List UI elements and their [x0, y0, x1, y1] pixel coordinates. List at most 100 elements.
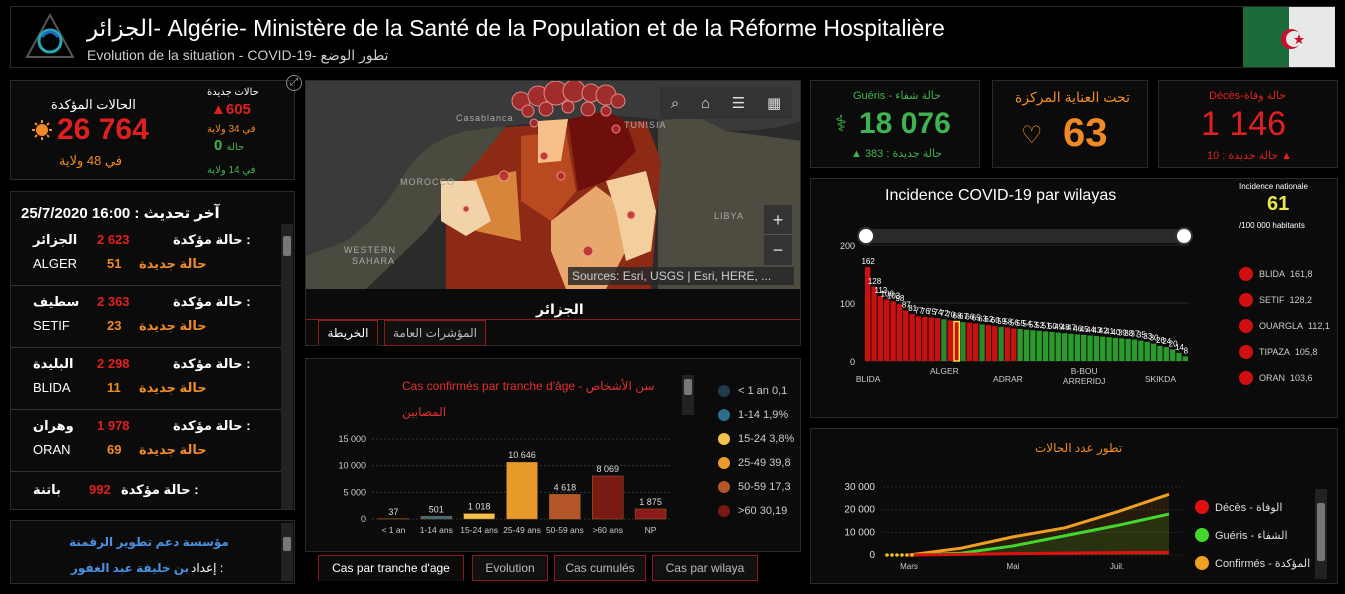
expand-icon[interactable]: ⤢	[286, 75, 302, 91]
legend-value: 105,8	[1294, 347, 1318, 357]
legend-name: SETIF	[1259, 295, 1285, 305]
incidence-range-slider[interactable]	[857, 227, 1193, 245]
evolution-line-chart: 30 000 20 000 10 000 0 Mars Mai Juil.	[844, 482, 1183, 571]
legend-name: ORAN	[1259, 373, 1286, 383]
incidence-bar	[903, 310, 909, 361]
tab-by-wilaya[interactable]: Cas par wilaya	[652, 555, 758, 581]
tab-general-indicators[interactable]: المؤشرات العامة	[384, 320, 486, 346]
map-attribution[interactable]: Sources: Esri, USGS | Esri, HERE, ...	[568, 267, 794, 285]
bar-value-label: 63	[978, 314, 987, 323]
list-item[interactable]: الجزائر ALGER 2 623 حالة مؤكدة : 51 حالة…	[11, 224, 281, 286]
x-tick-label: 25-49 ans	[503, 525, 541, 535]
legend-swatch	[718, 505, 730, 517]
map-title: الجزائر	[536, 301, 584, 317]
bar-value-label: 47	[1067, 324, 1076, 333]
age-title-scrollbar[interactable]	[682, 375, 694, 415]
bar-value-label: 128	[868, 277, 882, 286]
list-item[interactable]: سطيف SETIF 2 363 حالة مؤكدة : 23 حالة جد…	[11, 286, 281, 348]
evolution-legend-scrollbar[interactable]	[1315, 489, 1327, 579]
bar-value-label: 43	[1092, 326, 1101, 335]
legend-label: 1-14 1,9%	[738, 409, 789, 421]
range-handle-left[interactable]	[857, 227, 875, 245]
incidence-bar	[960, 322, 966, 361]
age-bar	[634, 508, 667, 520]
bar-value-label: 59	[997, 317, 1006, 326]
bar-value-label: 87	[902, 301, 911, 310]
bar-value-label: 20	[1169, 339, 1178, 348]
credits-scrollbar[interactable]	[281, 523, 293, 581]
bar-value-label: 50	[1048, 322, 1057, 331]
new-cases-value: ▲605	[211, 101, 251, 118]
credits-org: مؤسسة دعم تطوير الرقمنة	[69, 535, 229, 549]
incidence-bar	[1049, 332, 1055, 361]
incidence-bar	[1093, 336, 1100, 361]
list-icon[interactable]: ☰	[731, 95, 746, 112]
wilaya-list[interactable]: الجزائر ALGER 2 623 حالة مؤكدة : 51 حالة…	[11, 224, 281, 509]
zoom-controls: + −	[764, 205, 792, 265]
bar-value-label: 40	[1111, 328, 1120, 337]
wilaya-name-fr: ORAN	[33, 442, 71, 457]
y-tick-label: 10 000	[338, 461, 366, 471]
zero-cases-value: 0 حالة	[214, 137, 245, 154]
tab-evolution[interactable]: Evolution	[472, 555, 548, 581]
x-tick-label: >60 ans	[592, 525, 623, 535]
bar-value-label: 37	[1131, 330, 1140, 339]
zoom-out-button[interactable]: −	[772, 240, 784, 260]
bar-value-label: 35	[1137, 331, 1146, 340]
x-tick-label: ARRERIDJ	[1063, 376, 1106, 386]
incidence-bar	[1030, 330, 1036, 361]
list-item[interactable]: باتنة 992 حالة مؤكدة :	[11, 472, 281, 509]
list-item[interactable]: البليدة BLIDA 2 298 حالة مؤكدة : 11 حالة…	[11, 348, 281, 410]
tab-map[interactable]: الخريطة	[318, 320, 378, 346]
incidence-bar	[1182, 356, 1188, 361]
header-bar: الجزائر- Algérie- Ministère de la Santé …	[10, 6, 1335, 68]
series-area	[909, 494, 1169, 555]
wilaya-name-ar: الجزائر	[33, 232, 78, 247]
zoom-in-button[interactable]: +	[764, 205, 792, 235]
legend-dot	[1195, 556, 1209, 570]
y-tick-label: 0	[869, 550, 875, 561]
incidence-bar	[896, 304, 903, 361]
icu-value: 63	[1063, 111, 1108, 155]
incidence-bar	[1169, 349, 1176, 361]
bar-data-label: 4 618	[554, 482, 577, 492]
evolution-legend: Décès - الوفاة Guéris - الشفاء Confirmés…	[1195, 493, 1315, 577]
bar-value-label: 53	[1029, 320, 1038, 329]
pre-data-point	[910, 553, 914, 557]
basemap-icon[interactable]: ▦	[766, 95, 782, 112]
bar-value-label: 54	[1023, 320, 1032, 329]
pre-data-point	[885, 553, 889, 557]
tab-cumulative[interactable]: Cas cumulés	[554, 555, 646, 581]
deaths-label: Décès-حالة وفاة	[1209, 90, 1286, 102]
map-label: MOROCCO	[400, 177, 455, 187]
incidence-bar	[890, 301, 896, 361]
wilaya-list-scrollbar[interactable]	[281, 224, 293, 509]
incidence-bar	[871, 286, 877, 361]
search-icon[interactable]: ⌕	[670, 94, 680, 112]
range-handle-right[interactable]	[1175, 227, 1193, 245]
legend-name: OUARGLA	[1259, 321, 1304, 331]
incidence-bar	[922, 316, 928, 361]
map-footer: الجزائر	[306, 289, 800, 345]
tab-age[interactable]: Cas par tranche d'age	[318, 555, 464, 581]
list-item[interactable]: وهران ORAN 1 978 حالة مؤكدة : 69 حالة جد…	[11, 410, 281, 472]
bar-data-label: 37	[388, 507, 398, 517]
incidence-bar	[1163, 347, 1169, 361]
bar-value-label: 46	[1073, 324, 1082, 333]
age-bar	[549, 494, 581, 520]
incidence-bar	[1131, 339, 1138, 361]
x-tick-label: Mars	[900, 562, 918, 571]
y-tick-label: 0	[361, 514, 366, 524]
incidence-bar	[1138, 340, 1144, 361]
incidence-bar	[877, 296, 884, 361]
legend-value: 112,1	[1308, 321, 1330, 331]
home-icon[interactable]: ⌂	[700, 94, 711, 112]
bar-value-label: 14	[1175, 343, 1184, 352]
bar-value-label: 62	[984, 315, 993, 324]
legend-label: 50-59 17,3	[738, 481, 791, 493]
incidence-bar	[1068, 333, 1074, 361]
wilaya-new: 69	[107, 442, 122, 457]
recovered-icon: ⚕	[835, 111, 847, 136]
incidence-bar	[1144, 341, 1150, 361]
wilaya-new: 11	[107, 380, 121, 395]
